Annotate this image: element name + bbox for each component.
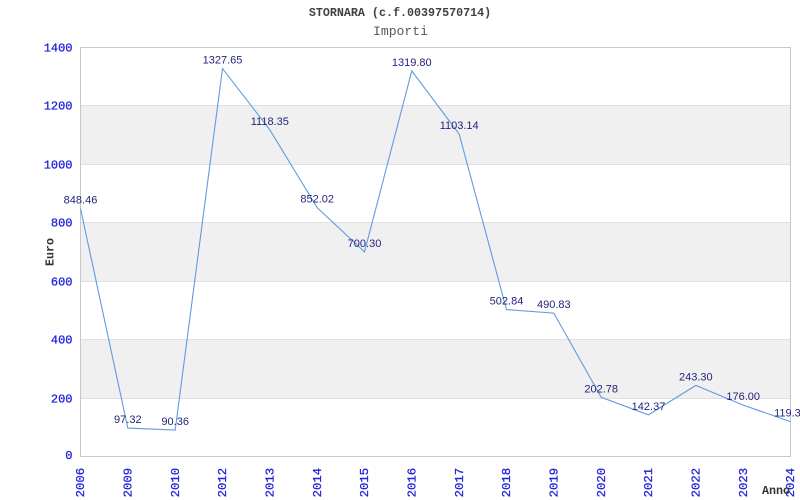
svg-text:2022: 2022 (689, 468, 703, 498)
svg-text:200: 200 (51, 392, 73, 406)
svg-text:2021: 2021 (642, 468, 656, 498)
svg-text:700.30: 700.30 (348, 238, 382, 250)
svg-text:502.84: 502.84 (490, 296, 524, 308)
svg-text:STORNARA (c.f.00397570714): STORNARA (c.f.00397570714) (309, 6, 491, 20)
svg-text:Euro: Euro (44, 238, 58, 266)
svg-text:2017: 2017 (453, 468, 467, 498)
svg-text:2018: 2018 (500, 468, 514, 498)
svg-text:2014: 2014 (311, 468, 325, 498)
svg-text:2020: 2020 (595, 468, 609, 498)
svg-text:119.34: 119.34 (774, 408, 800, 420)
svg-text:2023: 2023 (737, 468, 751, 498)
svg-text:1319.80: 1319.80 (392, 57, 432, 69)
svg-text:400: 400 (51, 333, 73, 347)
svg-text:202.78: 202.78 (584, 383, 618, 395)
svg-text:1327.65: 1327.65 (203, 55, 243, 67)
svg-text:2015: 2015 (358, 468, 372, 498)
svg-text:848.46: 848.46 (64, 195, 98, 207)
svg-text:600: 600 (51, 275, 73, 289)
svg-text:2019: 2019 (547, 468, 561, 498)
svg-text:176.00: 176.00 (726, 391, 760, 403)
svg-text:0: 0 (65, 449, 72, 463)
svg-text:97.32: 97.32 (114, 414, 142, 426)
svg-text:1118.35: 1118.35 (251, 116, 289, 128)
svg-text:852.02: 852.02 (300, 194, 334, 206)
svg-text:142.37: 142.37 (632, 401, 666, 413)
svg-text:800: 800 (51, 216, 73, 230)
svg-text:243.30: 243.30 (679, 371, 713, 383)
svg-text:Anno: Anno (762, 484, 790, 498)
svg-text:2013: 2013 (263, 468, 277, 498)
svg-text:1000: 1000 (44, 158, 73, 172)
svg-text:490.83: 490.83 (537, 299, 571, 311)
svg-text:1200: 1200 (44, 99, 73, 113)
svg-text:2010: 2010 (169, 468, 183, 498)
svg-text:90.36: 90.36 (161, 416, 189, 428)
svg-text:2012: 2012 (216, 468, 230, 498)
svg-text:2009: 2009 (121, 468, 135, 498)
svg-text:1103.14: 1103.14 (440, 120, 479, 132)
svg-text:2006: 2006 (74, 468, 88, 498)
svg-text:Importi: Importi (373, 24, 428, 39)
svg-text:2016: 2016 (405, 468, 419, 498)
svg-text:1400: 1400 (44, 41, 73, 55)
svg-text:2024: 2024 (784, 468, 798, 498)
